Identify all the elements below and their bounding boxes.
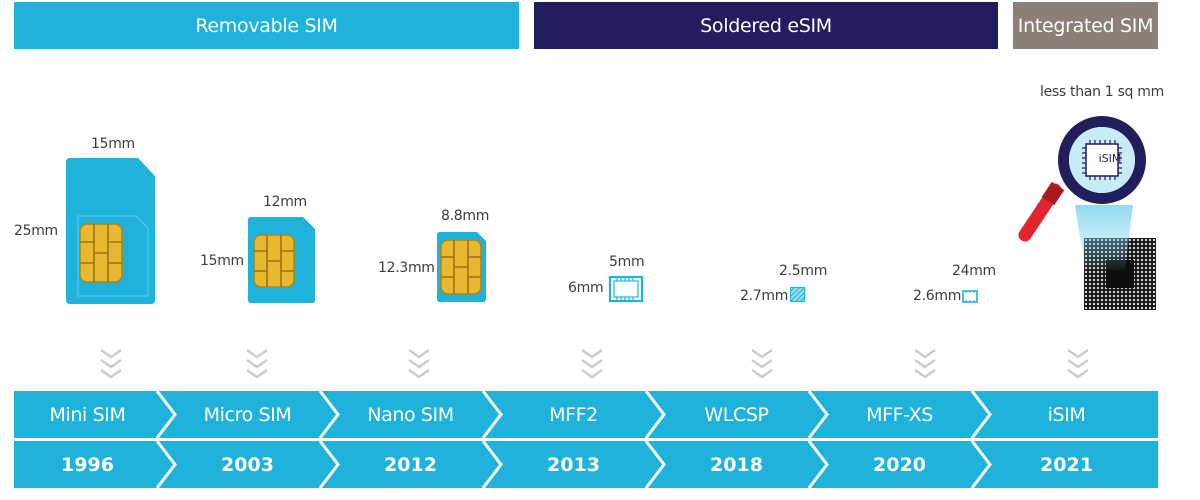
wlcsp-width-label: 2.5mm (779, 263, 828, 279)
mff2-width-label: 5mm (609, 254, 645, 270)
timeline-year-2018: 2018 (710, 453, 763, 476)
timeline-year-2012: 2012 (384, 453, 437, 476)
timeline-separators (155, 390, 992, 489)
mini-sim-width-label: 15mm (91, 136, 135, 152)
mff2-height-label: 6mm (568, 280, 604, 296)
micro-sim-card-icon (248, 217, 315, 303)
nano-sim-width-label: 8.8mm (441, 208, 490, 224)
timeline-year-2021: 2021 (1040, 453, 1093, 476)
micro-sim-width-label: 12mm (263, 194, 307, 210)
mff2-chip-icon (608, 275, 644, 303)
nano-sim-card-icon (437, 232, 486, 302)
chevron-down-icon (246, 349, 268, 379)
chevron-down-icon (100, 349, 122, 379)
removable-sim-header: Removable SIM (14, 2, 519, 49)
nano-sim-height-label: 12.3mm (378, 260, 435, 276)
timeline-year-band (14, 441, 1158, 488)
mff-xs-chip-icon (962, 290, 978, 303)
chevron-down-icon (1067, 349, 1089, 379)
timeline-name-isim: iSIM (1047, 403, 1086, 426)
timeline-name-wlcsp: WLCSP (704, 403, 769, 426)
mini-sim-card-icon (66, 158, 155, 304)
timeline-name-band (14, 391, 1158, 438)
wlcsp-height-label: 2.7mm (740, 288, 789, 304)
timeline-name-mff2: MFF2 (549, 403, 598, 426)
micro-sim-height-label: 15mm (200, 253, 244, 269)
soldered-esim-header: Soldered eSIM (534, 2, 998, 49)
timeline-name-mff-xs: MFF-XS (866, 403, 933, 426)
timeline-year-2003: 2003 (221, 453, 274, 476)
mini-sim-height-label: 25mm (14, 223, 58, 239)
timeline-year-1996: 1996 (61, 453, 114, 476)
timeline-name-micro-sim: Micro SIM (203, 403, 292, 426)
chevron-down-icon (914, 349, 936, 379)
wlcsp-chip-icon (789, 286, 806, 303)
isim-chip-label: iSIM (1098, 152, 1122, 165)
magnifying-glass-icon (1018, 116, 1146, 270)
timeline-name-nano-sim: Nano SIM (367, 403, 454, 426)
mff-xs-width-label: 24mm (952, 263, 996, 279)
timeline-name-mini-sim: Mini SIM (49, 403, 126, 426)
mff-xs-height-label: 2.6mm (913, 288, 962, 304)
timeline-year-2020: 2020 (873, 453, 926, 476)
chevron-down-icon (408, 349, 430, 379)
timeline-year-2013: 2013 (547, 453, 600, 476)
integrated-sim-header: Integrated SIM (1013, 2, 1158, 49)
chevron-down-icon (751, 349, 773, 379)
chevron-down-icon (581, 349, 603, 379)
isim-size-label: less than 1 sq mm (1040, 84, 1164, 100)
